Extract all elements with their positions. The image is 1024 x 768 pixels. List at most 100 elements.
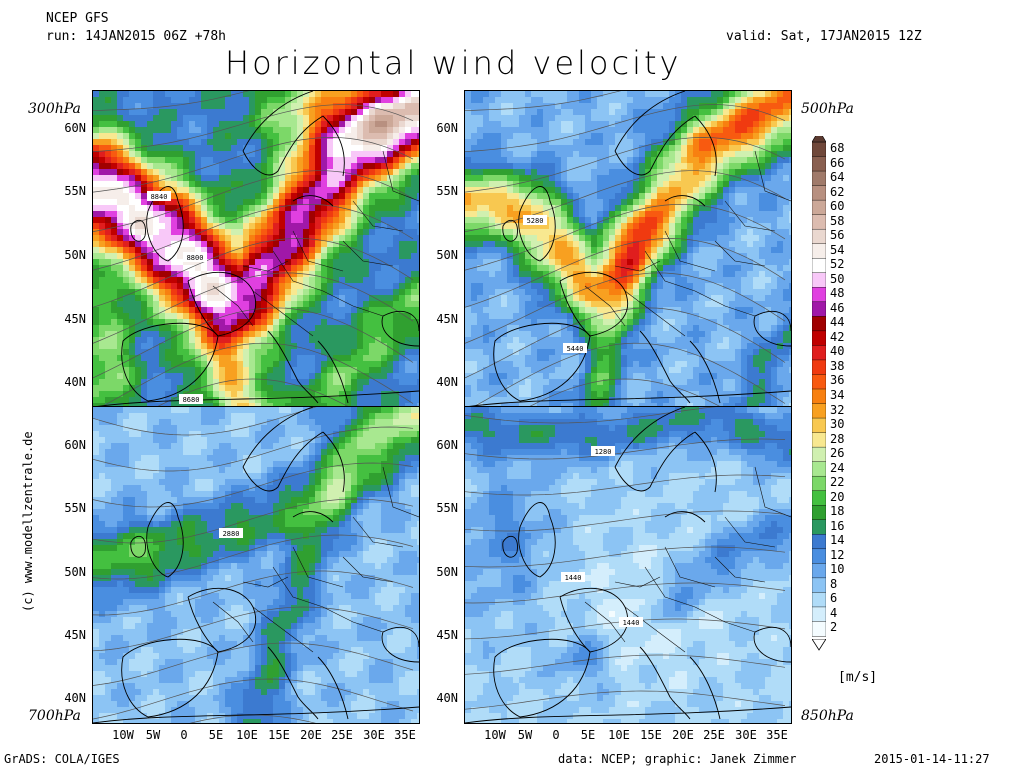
country-border	[754, 466, 791, 518]
colorbar-label: 46	[830, 300, 845, 315]
country-border	[342, 240, 394, 267]
country-border	[292, 320, 314, 337]
contour-label: 1440	[565, 574, 582, 582]
contour-line	[93, 91, 250, 112]
level-label-850: 850hPa	[801, 708, 854, 724]
colorbar-label: 42	[830, 329, 845, 344]
lat-tick-mid-bottom: 50N	[436, 565, 458, 579]
colorbar-label: 30	[830, 417, 845, 432]
contour-line	[465, 203, 786, 271]
colorbar-segment	[812, 475, 826, 492]
colorbar-segment	[812, 577, 826, 594]
lat-tick-left-top: 60N	[64, 121, 86, 135]
lat-tick-mid-bottom: 40N	[436, 691, 458, 705]
country-border	[382, 466, 419, 518]
country-border	[272, 566, 324, 608]
lon-tick-left: 30E	[363, 728, 385, 742]
coastline	[664, 511, 706, 523]
contour-line	[465, 654, 786, 675]
lon-tick-left: 25E	[331, 728, 353, 742]
page-title: Horizontal wind velocity	[225, 44, 682, 82]
coastline	[753, 311, 791, 347]
colorbar-segment	[812, 534, 826, 550]
contour-line	[465, 510, 786, 532]
colorbar-label: 58	[830, 213, 845, 228]
wind-speed-field: 5280 5440	[465, 91, 791, 407]
coastline	[292, 195, 334, 207]
colorbar-label: 54	[830, 242, 845, 257]
colorbar-segment	[812, 432, 826, 448]
lon-tick-right: 30E	[735, 728, 757, 742]
lat-tick-left-top: 40N	[64, 375, 86, 389]
country-border	[292, 230, 344, 272]
lat-tick-mid-top: 45N	[436, 312, 458, 326]
coastline	[187, 271, 256, 337]
contour-line	[93, 462, 414, 508]
colorbar-segment	[812, 330, 826, 347]
contour-label: 8680	[183, 396, 200, 404]
lat-tick-mid-bottom: 55N	[436, 501, 458, 515]
lon-tick-right: 0	[552, 728, 560, 742]
country-border	[322, 606, 384, 633]
country-border	[212, 601, 254, 643]
colorbar-segment	[812, 606, 826, 623]
contour-line	[93, 307, 414, 379]
coastline	[322, 431, 345, 493]
coastline	[187, 587, 256, 653]
colorbar-label: 4	[830, 605, 838, 620]
colorbar-segment	[812, 388, 826, 405]
country-border	[694, 290, 756, 317]
colorbar-segment	[812, 490, 826, 506]
colorbar-label: 38	[830, 358, 845, 373]
country-border	[754, 150, 791, 202]
country-border	[614, 260, 661, 272]
colorbar-label: 36	[830, 373, 845, 388]
lon-tick-left: 35E	[394, 728, 416, 742]
footer-timestamp: 2015-01-14-11:27	[874, 752, 990, 766]
lat-tick-left-bottom: 45N	[64, 628, 86, 642]
contour-line	[93, 203, 414, 271]
contour-label-bg	[563, 343, 587, 353]
coastline	[694, 115, 717, 177]
contour-label-bg	[591, 446, 615, 456]
coastline	[664, 195, 706, 207]
country-border	[664, 546, 716, 588]
run-info: run: 14JAN2015 06Z +78h	[46, 29, 227, 44]
level-label-300: 300hPa	[28, 101, 81, 117]
lon-tick-left: 5W	[145, 728, 161, 742]
colorbar-min-arrow	[811, 636, 827, 655]
country-border	[252, 606, 294, 638]
lon-tick-left: 20E	[300, 728, 322, 742]
colorbar-segment	[812, 214, 826, 230]
colorbar-unit: [m/s]	[838, 670, 878, 685]
country-border	[714, 240, 766, 267]
colorbar-label: 66	[830, 155, 845, 170]
colorbar-label: 60	[830, 199, 845, 214]
coastline	[465, 390, 791, 407]
lat-tick-mid-top: 40N	[436, 375, 458, 389]
coastline	[381, 311, 419, 347]
contour-line	[465, 104, 786, 153]
map-panel-850hpa: 1280 1440 1440	[464, 406, 792, 724]
colorbar-label: 50	[830, 271, 845, 286]
contour-line	[465, 91, 622, 112]
colorbar-segment	[812, 461, 826, 477]
contour-line	[465, 272, 786, 344]
level-label-700: 700hPa	[28, 708, 81, 724]
country-border	[352, 200, 404, 232]
colorbar-label: 32	[830, 402, 845, 417]
colorbar-segment	[812, 621, 826, 637]
coastline	[614, 407, 696, 492]
colorbar-segment	[812, 345, 826, 361]
lat-tick-mid-top: 60N	[436, 121, 458, 135]
colorbar-segment	[812, 592, 826, 608]
contour-line	[465, 438, 786, 460]
coastline	[242, 407, 324, 492]
coastline	[317, 656, 349, 720]
contour-line	[465, 238, 786, 308]
lat-tick-left-bottom: 55N	[64, 501, 86, 515]
contour-line	[465, 474, 786, 496]
colorbar-label: 22	[830, 475, 845, 490]
lat-tick-left-bottom: 40N	[64, 691, 86, 705]
country-border	[584, 601, 626, 643]
